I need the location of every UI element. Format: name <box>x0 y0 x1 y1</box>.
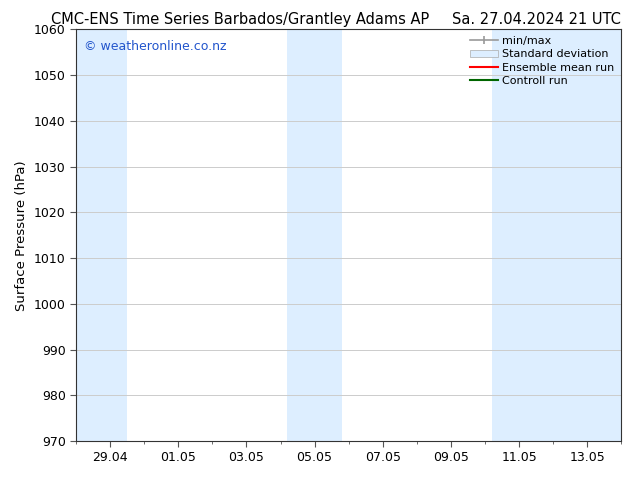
Y-axis label: Surface Pressure (hPa): Surface Pressure (hPa) <box>15 160 29 311</box>
Legend: min/max, Standard deviation, Ensemble mean run, Controll run: min/max, Standard deviation, Ensemble me… <box>466 32 619 91</box>
Bar <box>287 29 342 441</box>
Bar <box>73 29 127 441</box>
Text: © weatheronline.co.nz: © weatheronline.co.nz <box>84 40 227 53</box>
Text: Sa. 27.04.2024 21 UTC: Sa. 27.04.2024 21 UTC <box>453 12 621 27</box>
Text: CMC-ENS Time Series Barbados/Grantley Adams AP: CMC-ENS Time Series Barbados/Grantley Ad… <box>51 12 429 27</box>
Bar <box>492 29 624 441</box>
